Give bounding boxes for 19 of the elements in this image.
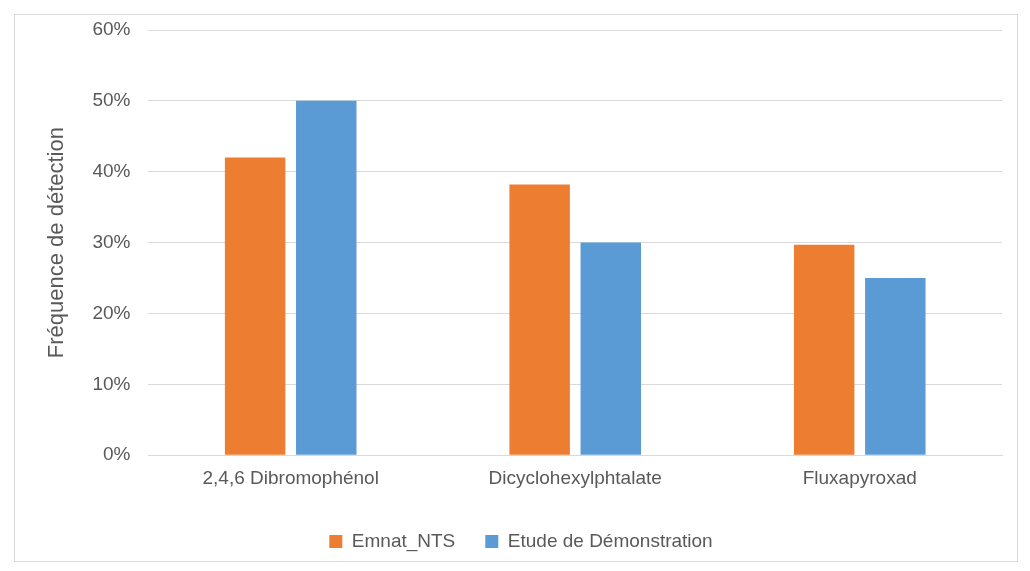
y-tick-label: 30% xyxy=(92,230,131,252)
y-tick-label: 60% xyxy=(92,18,131,40)
legend-label: Etude de Démonstration xyxy=(507,529,713,551)
y-tick-label: 40% xyxy=(92,159,131,181)
x-tick-label: 2,4,6 Dibromophénol xyxy=(202,466,379,488)
bar xyxy=(509,184,570,455)
y-tick-label: 50% xyxy=(92,89,131,111)
x-tick-label: Dicyclohexylphtalate xyxy=(488,466,662,488)
x-tick-label: Fluxapyroxad xyxy=(802,466,917,488)
bar xyxy=(580,242,642,455)
y-tick-label: 20% xyxy=(92,301,131,323)
bar xyxy=(224,157,286,455)
y-axis-title: Fréquence de détection xyxy=(43,127,69,359)
bar xyxy=(793,244,855,455)
bar xyxy=(865,278,926,455)
y-tick-label: 0% xyxy=(102,443,131,465)
legend-label: Emnat_NTS xyxy=(351,529,456,552)
bar xyxy=(296,100,357,455)
y-tick-label: 10% xyxy=(92,372,131,394)
